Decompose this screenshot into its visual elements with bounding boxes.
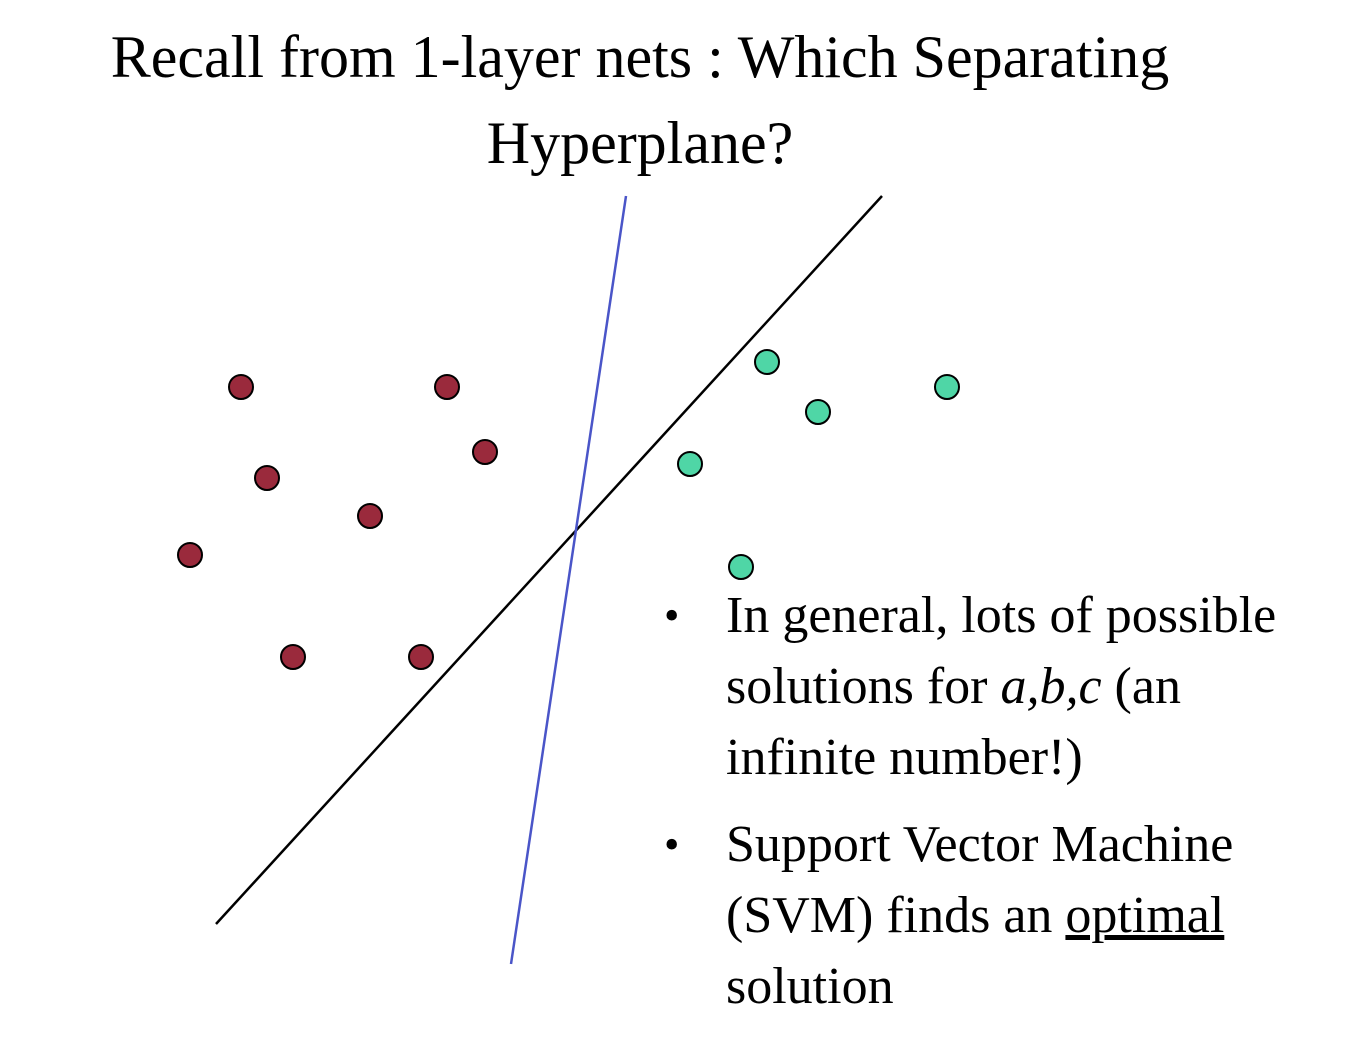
variables-italic: a,b,c — [1000, 658, 1102, 715]
class-a-point — [357, 503, 383, 529]
bullet-text-line: infinite number!) — [726, 729, 1083, 786]
bullet-item-solutions: • In general, lots of possible solutions… — [664, 580, 1364, 793]
class-a-point — [280, 644, 306, 670]
slide-title: Recall from 1-layer nets : Which Separat… — [0, 14, 1280, 186]
title-line-1: Recall from 1-layer nets : Which Separat… — [110, 24, 1170, 90]
hyperplane-diagram — [177, 195, 960, 965]
bullet-text-line: (SVM) finds an — [726, 887, 1066, 944]
title-line-2: Hyperplane? — [486, 110, 794, 176]
class-b-point — [754, 349, 780, 375]
class-a-point — [472, 439, 498, 465]
separating-line-blue — [509, 195, 628, 965]
class-b-point — [934, 374, 960, 400]
bullet-text-line: Support Vector Machine — [726, 816, 1234, 873]
bullet-text-line: In general, lots of possible — [726, 587, 1277, 644]
bullet-list: • In general, lots of possible solutions… — [664, 580, 1364, 1038]
class-a-point — [434, 374, 460, 400]
bullet-text-line: (an — [1101, 658, 1181, 715]
class-a-point — [254, 465, 280, 491]
bullet-item-svm: • Support Vector Machine (SVM) finds an … — [664, 809, 1364, 1022]
bullet-marker: • — [664, 820, 680, 869]
class-a-point — [177, 542, 203, 568]
class-a-points — [177, 374, 498, 670]
class-b-points — [677, 349, 960, 580]
class-b-point — [677, 451, 703, 477]
bullet-text-line: solution — [726, 958, 894, 1015]
optimal-underlined: optimal — [1065, 887, 1225, 944]
bullet-text-line: solutions for — [726, 658, 1001, 715]
class-a-point — [408, 644, 434, 670]
bullet-marker: • — [664, 591, 680, 640]
class-b-point — [728, 554, 754, 580]
class-a-point — [228, 374, 254, 400]
separating-line-black — [215, 195, 883, 925]
class-b-point — [805, 399, 831, 425]
